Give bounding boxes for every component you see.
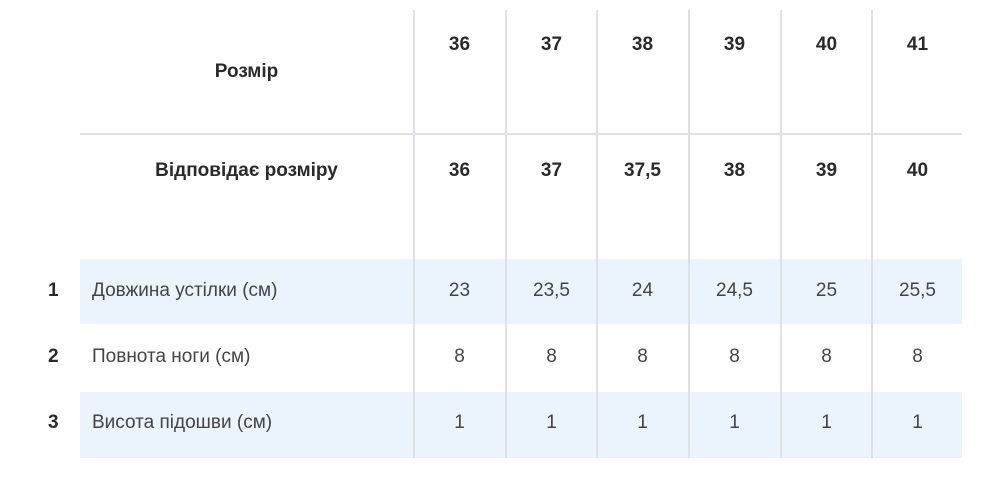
size-header: 36 — [448, 34, 471, 55]
row-label: Повнота ноги (см) — [92, 346, 251, 367]
corresponds-label: Відповідає розміру — [155, 160, 338, 181]
corresponds-value: 40 — [906, 160, 929, 181]
table-cell: 1 — [912, 412, 923, 433]
row-band-1 — [80, 259, 962, 324]
corresponds-value: 39 — [815, 160, 838, 181]
column-divider — [780, 10, 782, 458]
row-label: Довжина устілки (см) — [92, 280, 278, 301]
size-header: 38 — [631, 34, 654, 55]
table-cell: 1 — [454, 412, 465, 433]
table-cell: 8 — [912, 346, 923, 367]
table-cell: 8 — [637, 346, 648, 367]
table-cell: 8 — [729, 346, 740, 367]
size-header: 37 — [540, 34, 563, 55]
row-number: 1 — [48, 280, 59, 301]
corresponds-value: 37,5 — [624, 160, 661, 181]
size-header: 41 — [906, 34, 929, 55]
column-divider — [596, 10, 598, 458]
table-cell: 8 — [546, 346, 557, 367]
header-label: Розмір — [214, 61, 279, 82]
table-cell: 23,5 — [533, 280, 570, 301]
table-cell: 25 — [815, 280, 838, 301]
table-cell: 8 — [454, 346, 465, 367]
row-band-3 — [80, 392, 962, 458]
column-divider — [505, 10, 507, 458]
row-number: 2 — [48, 346, 59, 367]
corresponds-value: 36 — [448, 160, 471, 181]
table-cell: 8 — [821, 346, 832, 367]
column-divider — [871, 10, 873, 458]
corresponds-value: 38 — [723, 160, 746, 181]
corresponds-value: 37 — [540, 160, 563, 181]
table-cell: 1 — [637, 412, 648, 433]
size-header: 40 — [815, 34, 838, 55]
table-cell: 24 — [631, 280, 654, 301]
row-label: Висота підошви (см) — [92, 412, 273, 433]
divider — [80, 133, 962, 135]
table-cell: 1 — [821, 412, 832, 433]
column-divider — [688, 10, 690, 458]
size-header: 39 — [723, 34, 746, 55]
row-number: 3 — [48, 412, 59, 433]
table-cell: 25,5 — [899, 280, 936, 301]
table-cell: 1 — [546, 412, 557, 433]
column-divider — [413, 10, 415, 458]
table-cell: 24,5 — [716, 280, 753, 301]
table-cell: 1 — [729, 412, 740, 433]
table-cell: 23 — [448, 280, 471, 301]
